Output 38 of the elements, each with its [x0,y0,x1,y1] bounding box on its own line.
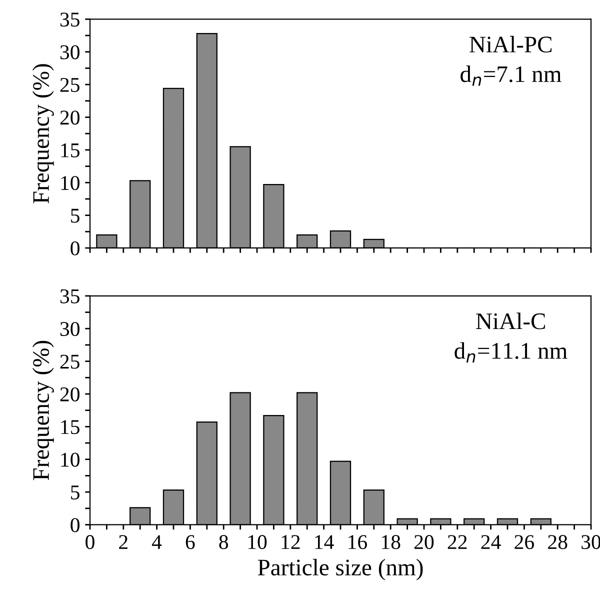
y-tick-label: 35 [60,12,80,27]
x-tick-label: 8 [219,535,228,550]
y-axis-title: Frequency (%) [32,340,54,480]
x-tick-label: 6 [186,535,195,550]
y-tick-label: 0 [70,518,80,532]
x-tick-label: 14 [315,535,334,549]
x-tick-label: 18 [382,535,400,550]
y-tick-label: 35 [60,289,80,304]
x-tick-label: 16 [348,535,367,550]
y-tick-label: 20 [60,110,80,125]
annotation: d$_{n}$=7.1 nm [460,66,562,86]
annotation: NiAl-C [476,312,545,330]
y-tick-label: 15 [61,420,80,434]
x-axis-title: Particle size (nm) [258,558,423,580]
x-tick-label: 10 [248,535,267,550]
y-tick-label: 5 [71,486,80,500]
y-tick-label: 30 [60,322,80,336]
y-tick-label: 5 [71,208,80,223]
x-tick-label: 4 [152,535,162,549]
x-tick-label: 28 [548,535,568,550]
x-tick-label: 0 [86,535,94,550]
x-tick-label: 22 [448,535,467,549]
y-tick-label: 10 [61,176,80,190]
y-axis-title: Frequency (%) [32,64,54,204]
x-tick-label: 12 [282,535,300,549]
y-tick-label: 25 [60,354,80,369]
annotation: NiAl-PC [470,36,552,53]
x-tick-label: 20 [414,535,434,550]
annotation: d$_{n}$=11.1 nm [454,342,568,363]
x-tick-label: 24 [481,535,501,549]
x-tick-label: 26 [514,535,534,550]
y-tick-label: 20 [60,387,80,402]
x-tick-label: 2 [119,535,128,549]
y-tick-label: 10 [61,452,80,467]
y-tick-label: 25 [60,78,80,92]
y-tick-label: 0 [70,241,80,256]
y-tick-label: 30 [60,45,80,60]
y-tick-label: 15 [61,143,80,158]
